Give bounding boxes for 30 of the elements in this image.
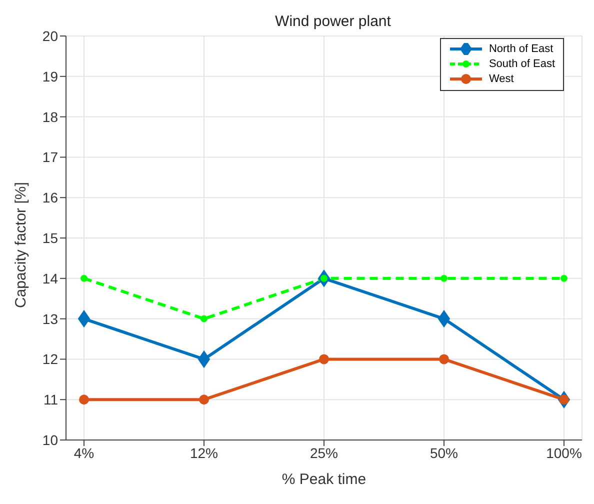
y-tick-label: 20 bbox=[42, 28, 58, 44]
y-axis-title: Capacity factor [%] bbox=[12, 182, 30, 308]
point bbox=[199, 394, 209, 405]
legend-label: South of East bbox=[488, 57, 555, 72]
legend-label: North of East bbox=[488, 42, 554, 57]
y-tick-label: 13 bbox=[42, 310, 58, 327]
point bbox=[200, 315, 208, 322]
legend-label: West bbox=[488, 72, 515, 87]
x-tick-label: 25% bbox=[310, 444, 338, 461]
point bbox=[79, 394, 89, 405]
y-tick-label: 14 bbox=[42, 270, 58, 286]
point bbox=[440, 274, 448, 282]
y-tick-label: 10 bbox=[42, 432, 58, 448]
point bbox=[439, 354, 449, 364]
point bbox=[80, 274, 88, 282]
chart-title: Wind power plant bbox=[275, 13, 392, 30]
y-tick-label: 16 bbox=[42, 190, 58, 206]
x-tick-label: 4% bbox=[74, 444, 94, 461]
x-tick-label: 12% bbox=[190, 444, 218, 461]
point bbox=[319, 354, 329, 364]
y-tick-label: 11 bbox=[43, 392, 58, 408]
y-tick-label: 19 bbox=[42, 68, 58, 84]
y-tick-label: 12 bbox=[42, 351, 58, 368]
x-tick-label: 100% bbox=[546, 444, 582, 461]
y-tick-label: 17 bbox=[42, 149, 58, 166]
point bbox=[560, 274, 568, 282]
y-tick-label: 15 bbox=[42, 230, 58, 246]
x-axis-title: % Peak time bbox=[282, 471, 366, 488]
y-tick-label: 18 bbox=[42, 108, 58, 125]
x-tick-label: 50% bbox=[430, 444, 458, 461]
